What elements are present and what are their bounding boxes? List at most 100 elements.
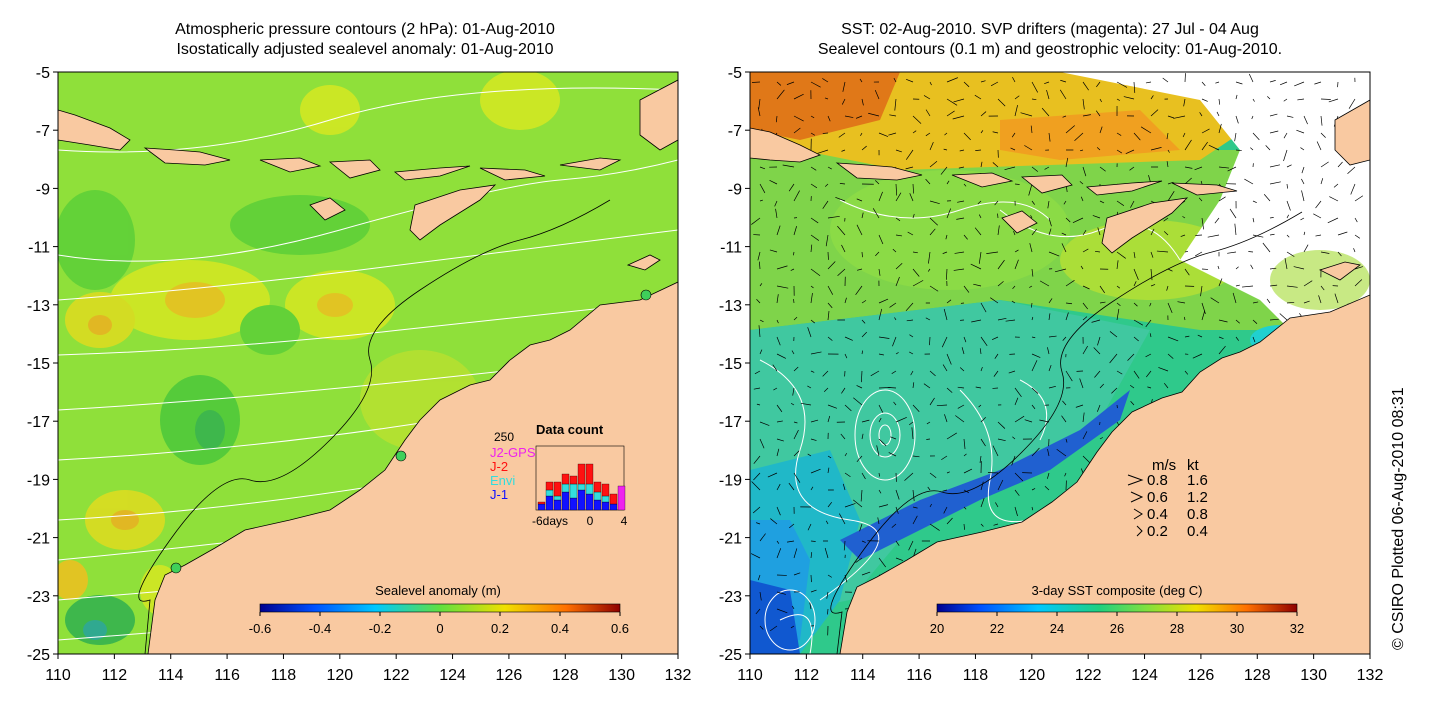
velocity-scale-arrow xyxy=(1127,474,1144,486)
lon-tick-label: 122 xyxy=(383,667,410,684)
sst-colorbar: 3-day SST composite (deg C) 20 22 24 26 28 30… xyxy=(930,583,1304,636)
lat-tick-label: -7 xyxy=(728,123,742,140)
sealevel-contours xyxy=(759,199,1181,654)
lon-tick-label: 120 xyxy=(1018,667,1045,684)
lon-tick-label: 126 xyxy=(496,667,523,684)
tide-gauge-marker xyxy=(640,289,652,301)
velocity-kt-value: 1.6 xyxy=(1187,472,1208,489)
lon-tick-label: 126 xyxy=(1188,667,1215,684)
lon-tick-label: 130 xyxy=(608,667,635,684)
lat-tick-label: -15 xyxy=(719,356,742,373)
lat-tick-label: -5 xyxy=(728,65,742,82)
colorbar-tick-label: 0 xyxy=(436,621,443,636)
lat-tick-label: -9 xyxy=(728,181,742,198)
lon-tick-label: 110 xyxy=(737,667,763,684)
right-title-line1: SST: 02-Aug-2010. SVP drifters (magenta)… xyxy=(841,21,1259,38)
lon-tick-label: 124 xyxy=(439,667,466,684)
velocity-scale-arrow xyxy=(1130,491,1144,503)
lon-tick-label: 116 xyxy=(906,667,932,684)
lat-tick-label: -21 xyxy=(719,531,742,548)
velocity-scale-arrow xyxy=(1136,525,1143,537)
lat-tick-label: -11 xyxy=(720,240,742,257)
sst-map xyxy=(750,72,1370,654)
lat-tick-label: -7 xyxy=(36,123,50,140)
lon-tick-label: 114 xyxy=(158,667,184,684)
lat-tick-label: -25 xyxy=(719,647,742,664)
inset-legend-entry: Envi xyxy=(490,473,515,488)
velocity-legend-header-kt: kt xyxy=(1187,457,1200,474)
tide-gauge-marker xyxy=(170,562,182,574)
lat-tick-label: -13 xyxy=(27,298,50,315)
velocity-legend-header-ms: m/s xyxy=(1152,457,1176,474)
velocity-ms-value: 0.4 xyxy=(1147,506,1168,523)
velocity-ms-value: 0.6 xyxy=(1147,489,1168,506)
lat-tick-label: -23 xyxy=(27,589,50,606)
lon-tick-label: 118 xyxy=(271,667,297,684)
inset-x-tick-label: 4 xyxy=(621,514,628,528)
colorbar-tick-label: 0.6 xyxy=(611,621,629,636)
inset-x-tick-label: 0 xyxy=(587,514,594,528)
velocity-scale-arrow xyxy=(1133,508,1143,520)
right-axis-labels: -5 -7 -9 -11 -13 -15 -17 -19 -21 -23 -25 110 112 114 1… xyxy=(719,65,1384,684)
lon-tick-label: 118 xyxy=(963,667,989,684)
lat-tick-label: -9 xyxy=(36,181,50,198)
colorbar-tick-label: -0.2 xyxy=(369,621,391,636)
lon-tick-label: 112 xyxy=(794,667,820,684)
lon-tick-label: 124 xyxy=(1131,667,1158,684)
colorbar-tick-label: 24 xyxy=(1050,621,1064,636)
lon-tick-label: 132 xyxy=(665,667,692,684)
colorbar-tick-label: 0.4 xyxy=(551,621,569,636)
inset-x-tick-label: -6days xyxy=(532,514,568,528)
velocity-legend: m/s kt 0.8 1.60.6 1.20.4 0.80.2 0.4 xyxy=(1127,457,1208,540)
colorbar-tick-label: -0.4 xyxy=(309,621,331,636)
velocity-kt-value: 1.2 xyxy=(1187,489,1208,506)
colorbar-tick-label: -0.6 xyxy=(249,621,271,636)
lon-tick-label: 132 xyxy=(1357,667,1384,684)
left-title-line2: Isostatically adjusted sealevel anomaly:… xyxy=(176,41,554,58)
geostrophic-velocity-vectors xyxy=(750,73,1364,636)
lat-tick-label: -15 xyxy=(27,356,50,373)
lat-tick-label: -5 xyxy=(36,65,50,82)
lon-tick-label: 110 xyxy=(45,667,71,684)
velocity-kt-value: 0.8 xyxy=(1187,506,1208,523)
shelf-contour xyxy=(138,199,611,654)
colorbar-tick-label: 22 xyxy=(990,621,1004,636)
sla-colorbar-label: Sealevel anomaly (m) xyxy=(375,583,501,598)
colorbar-tick-label: 32 xyxy=(1290,621,1304,636)
inset-legend-entry: J-1 xyxy=(490,487,508,502)
colorbar-tick-label: 0.2 xyxy=(491,621,509,636)
sla-colorbar: Sealevel anomaly (m) -0.6 -0.4 -0.2 0 0.2 0.4… xyxy=(249,583,629,636)
lat-tick-label: -19 xyxy=(27,472,50,489)
lon-tick-label: 128 xyxy=(1244,667,1271,684)
velocity-kt-value: 0.4 xyxy=(1187,523,1208,540)
lat-tick-label: -19 xyxy=(719,472,742,489)
colorbar-tick-label: 26 xyxy=(1110,621,1124,636)
inset-legend-entry: J2-GPS xyxy=(490,445,536,460)
inset-ymax: 250 xyxy=(494,430,514,444)
land-masses-right xyxy=(750,99,1370,654)
colorbar-tick-label: 30 xyxy=(1230,621,1244,636)
lat-tick-label: -13 xyxy=(719,298,742,315)
lat-tick-label: -11 xyxy=(28,240,50,257)
sealevel-anomaly-map xyxy=(58,72,678,654)
lat-tick-label: -17 xyxy=(719,414,742,431)
lat-tick-label: -25 xyxy=(27,647,50,664)
credit-text: © CSIRO Plotted 06-Aug-2010 08:31 xyxy=(1390,387,1407,650)
inset-legend-entry: J-2 xyxy=(490,459,508,474)
right-map-title: SST: 02-Aug-2010. SVP drifters (magenta)… xyxy=(730,20,1370,60)
inset-title: Data count xyxy=(536,422,604,437)
tide-gauge-marker xyxy=(395,450,407,462)
land-masses xyxy=(58,79,678,654)
left-axis-labels: -5 -7 -9 -11 -13 -15 -17 -19 -21 -23 -25 110 112 114 1… xyxy=(27,65,692,684)
lon-tick-label: 122 xyxy=(1075,667,1102,684)
left-title-line1: Atmospheric pressure contours (2 hPa): 0… xyxy=(175,21,555,38)
lon-tick-label: 114 xyxy=(850,667,876,684)
lon-tick-label: 120 xyxy=(326,667,353,684)
right-title-line2: Sealevel contours (0.1 m) and geostrophi… xyxy=(817,41,1283,58)
velocity-ms-value: 0.2 xyxy=(1147,523,1168,540)
colorbar-tick-label: 28 xyxy=(1170,621,1184,636)
lat-tick-label: -17 xyxy=(27,414,50,431)
lat-tick-label: -23 xyxy=(719,589,742,606)
